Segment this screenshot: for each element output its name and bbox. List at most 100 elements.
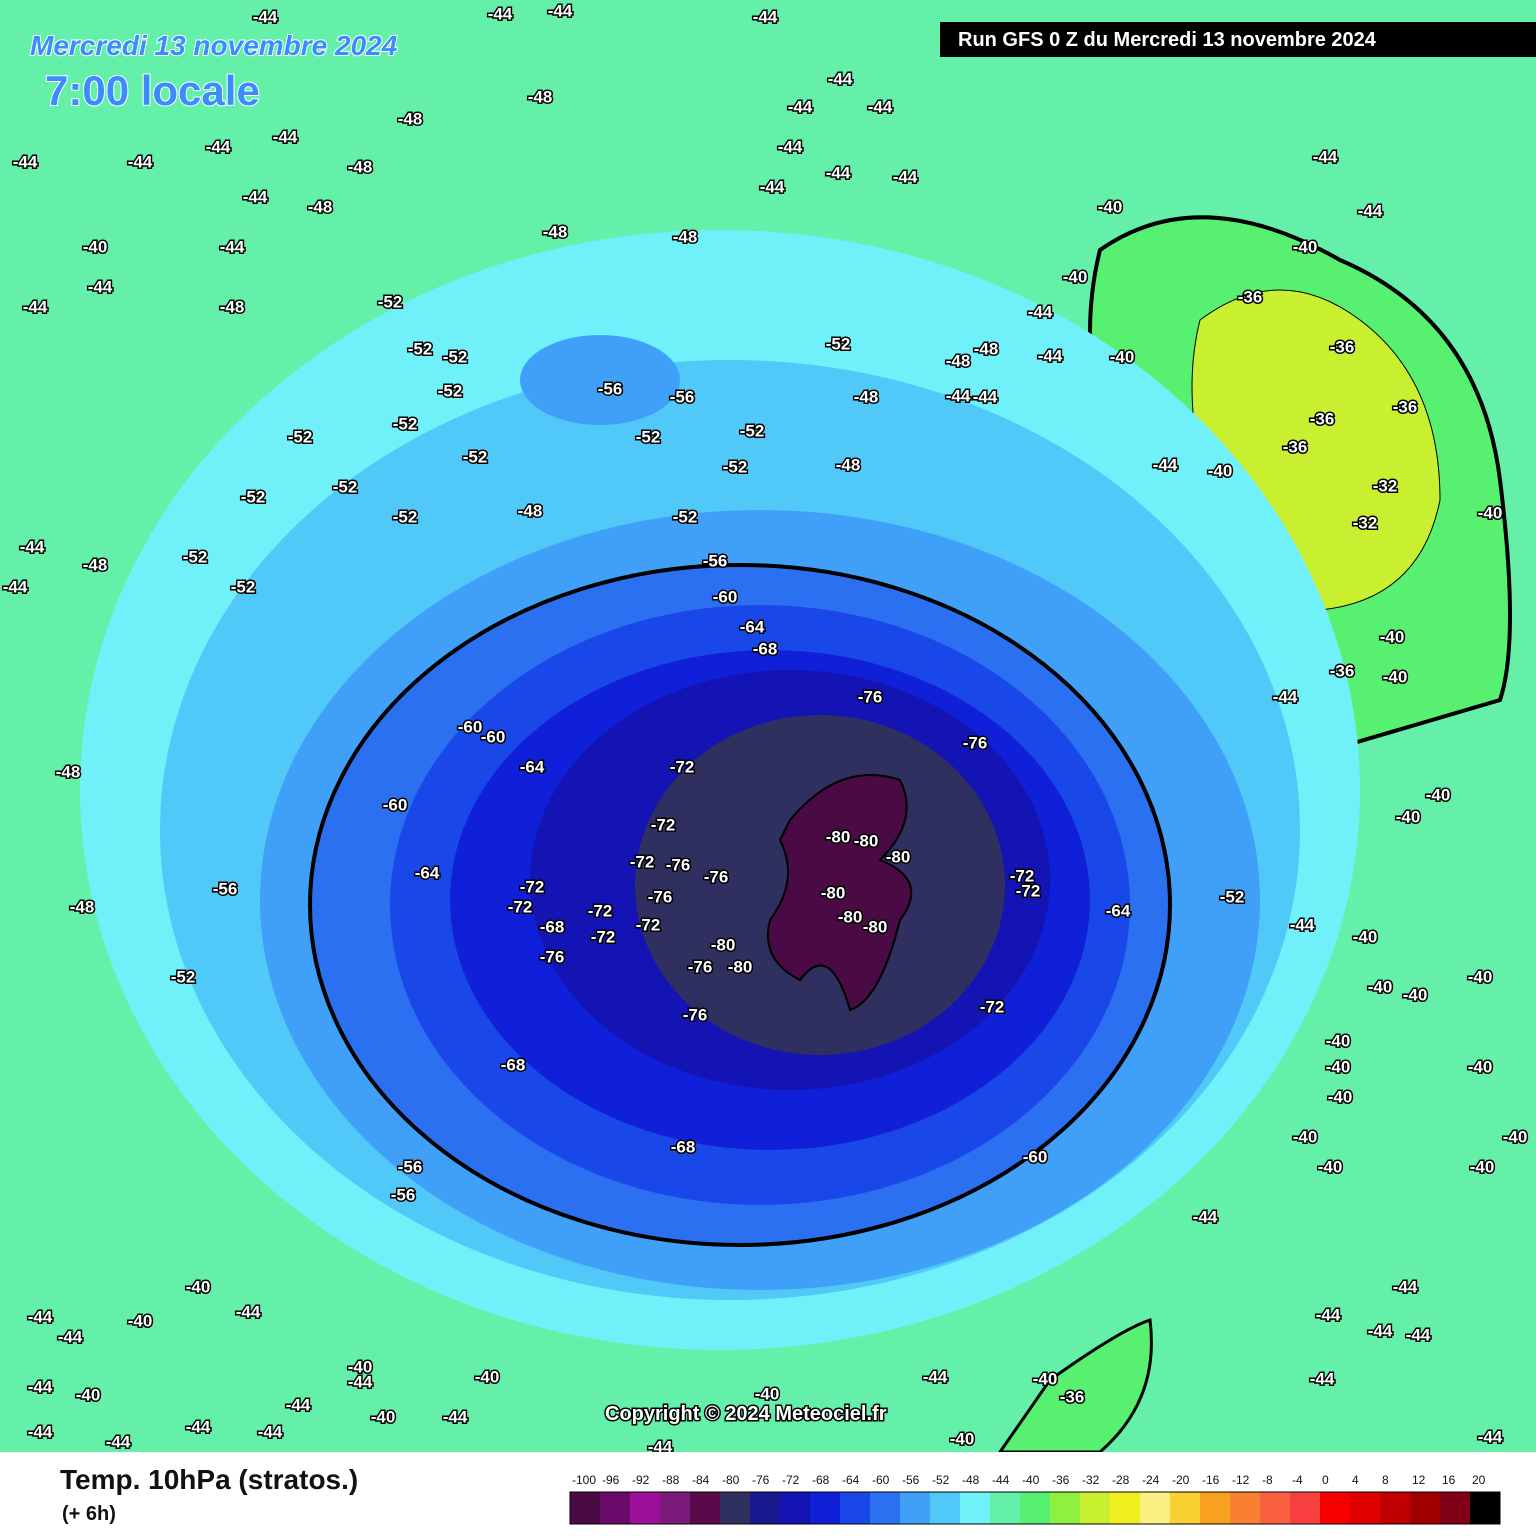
contour-label: -76: [858, 687, 883, 706]
contour-label: -68: [671, 1137, 696, 1156]
scale-label: -84: [692, 1473, 710, 1487]
scale-label: -24: [1142, 1473, 1160, 1487]
contour-label: -48: [398, 109, 423, 128]
contour-label: -80: [863, 917, 888, 936]
scale-label: -32: [1082, 1473, 1100, 1487]
contour-label: -48: [854, 387, 879, 406]
contour-label: -40: [1470, 1157, 1495, 1176]
contour-label: -36: [1330, 337, 1355, 356]
date: Mercredi 13 novembre 2024: [30, 30, 398, 61]
contour-label: -60: [713, 587, 738, 606]
contour-label: -44: [1358, 201, 1383, 220]
contour-label: -76: [688, 957, 713, 976]
scale-swatch: [1380, 1492, 1410, 1524]
scale-label: -96: [602, 1473, 620, 1487]
scale-label: -20: [1172, 1473, 1190, 1487]
contour-label: -44: [648, 1437, 673, 1452]
contour-label: -48: [543, 222, 568, 241]
contour-label: -80: [821, 883, 846, 902]
scale-label: -68: [812, 1473, 830, 1487]
contour-label: -44: [1313, 147, 1338, 166]
copyright: Copyright © 2024 Meteociel.fr: [605, 1403, 887, 1425]
scale-label: -72: [782, 1473, 800, 1487]
contour-label: -44: [1406, 1325, 1431, 1344]
scale-swatch: [840, 1492, 870, 1524]
contour-label: -44: [106, 1432, 131, 1451]
contour-label: -80: [711, 935, 736, 954]
contour-label: -44: [753, 7, 778, 26]
legend-lead: (+ 6h): [62, 1503, 116, 1525]
scale-label: -44: [992, 1473, 1010, 1487]
contour-label: -48: [518, 501, 543, 520]
contour-label: -44: [1273, 687, 1298, 706]
contour-label: -52: [673, 507, 698, 526]
contour-label: -40: [1063, 267, 1088, 286]
contour-label: -56: [398, 1157, 423, 1176]
scale-label: -40: [1022, 1473, 1040, 1487]
contour-label: -52: [463, 447, 488, 466]
contour-label: -44: [488, 4, 513, 23]
contour-label: -40: [1326, 1057, 1351, 1076]
contour-label: -44: [1316, 1305, 1341, 1324]
contour-label: -32: [1353, 513, 1378, 532]
contour-label: -36: [1330, 661, 1355, 680]
contour-label: -44: [13, 152, 38, 171]
contour-label: -56: [213, 879, 238, 898]
contour-label: -60: [481, 727, 506, 746]
contour-label: -44: [186, 1417, 211, 1436]
contour-label: -52: [288, 427, 313, 446]
scale-label: -76: [752, 1473, 770, 1487]
scale-label: 12: [1412, 1473, 1426, 1487]
contour-label: -44: [443, 1407, 468, 1426]
contour-label: -68: [540, 917, 565, 936]
scale-label: 16: [1442, 1473, 1456, 1487]
scale-label: 8: [1382, 1473, 1389, 1487]
contour-label: -52: [378, 292, 403, 311]
contour-label: -52: [1220, 887, 1245, 906]
scale-label: 4: [1352, 1473, 1359, 1487]
contour-label: -40: [1380, 627, 1405, 646]
contour-label: -52: [393, 507, 418, 526]
contour-label: -40: [1478, 503, 1503, 522]
contour-label: -36: [1393, 397, 1418, 416]
scale-swatch: [870, 1492, 900, 1524]
scale-swatch: [990, 1492, 1020, 1524]
contour-label: -44: [923, 1367, 948, 1386]
scale-label: -36: [1052, 1473, 1070, 1487]
contour-label: -52: [183, 547, 208, 566]
contour-label: -44: [828, 69, 853, 88]
time: 7:00 locale: [45, 67, 260, 114]
scale-label: -100: [572, 1473, 596, 1487]
scale-swatch: [720, 1492, 750, 1524]
contour-label: -44: [1368, 1321, 1393, 1340]
contour-label: -48: [83, 555, 108, 574]
scale-swatch: [660, 1492, 690, 1524]
contour-label: -44: [258, 1422, 283, 1441]
band: [998, 1317, 1153, 1452]
contour-label: -48: [673, 227, 698, 246]
contour-label: -40: [1396, 807, 1421, 826]
contour-label: -40: [1326, 1031, 1351, 1050]
contour-label: -52: [241, 487, 266, 506]
contour-label: -40: [1383, 667, 1408, 686]
contour-label: -40: [371, 1407, 396, 1426]
contour-label: -40: [1293, 237, 1318, 256]
contour-label: -40: [1208, 461, 1233, 480]
contour-label: -60: [1023, 1147, 1048, 1166]
contour-label: -40: [1468, 1057, 1493, 1076]
scale-swatch: [1140, 1492, 1170, 1524]
contour-label: -64: [740, 617, 765, 636]
contour-label: -48: [528, 87, 553, 106]
band: [520, 335, 680, 425]
contour-label: -76: [704, 867, 729, 886]
contour-label: -48: [70, 897, 95, 916]
contour-label: -44: [58, 1327, 83, 1346]
contour-label: -40: [755, 1384, 780, 1403]
scale-label: -52: [932, 1473, 950, 1487]
scale-label: -64: [842, 1473, 860, 1487]
contour-label: -40: [83, 237, 108, 256]
contour-label: -56: [703, 551, 728, 570]
scale-label: 20: [1472, 1473, 1486, 1487]
contour-label: -44: [348, 1372, 373, 1391]
